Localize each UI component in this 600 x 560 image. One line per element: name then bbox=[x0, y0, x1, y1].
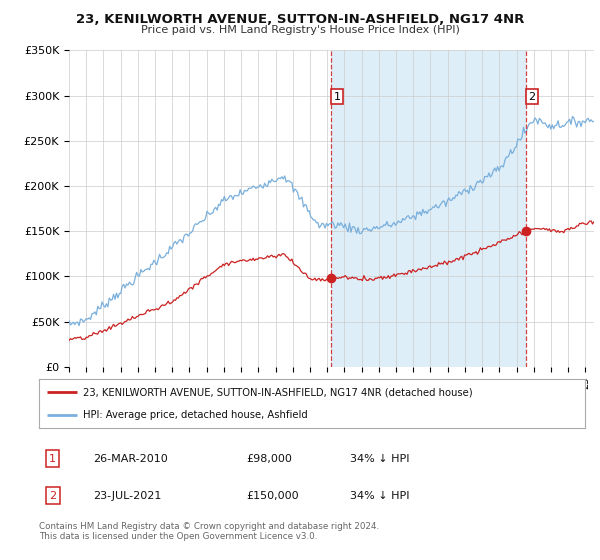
Text: 23, KENILWORTH AVENUE, SUTTON-IN-ASHFIELD, NG17 4NR (detached house): 23, KENILWORTH AVENUE, SUTTON-IN-ASHFIEL… bbox=[83, 388, 472, 398]
Text: £98,000: £98,000 bbox=[247, 454, 292, 464]
Text: 2: 2 bbox=[49, 491, 56, 501]
Text: 23-JUL-2021: 23-JUL-2021 bbox=[94, 491, 162, 501]
Text: 34% ↓ HPI: 34% ↓ HPI bbox=[350, 491, 410, 501]
Text: 2: 2 bbox=[529, 91, 536, 101]
Text: 1: 1 bbox=[49, 454, 56, 464]
Text: 34% ↓ HPI: 34% ↓ HPI bbox=[350, 454, 410, 464]
Text: 23, KENILWORTH AVENUE, SUTTON-IN-ASHFIELD, NG17 4NR: 23, KENILWORTH AVENUE, SUTTON-IN-ASHFIEL… bbox=[76, 13, 524, 26]
Text: 26-MAR-2010: 26-MAR-2010 bbox=[94, 454, 169, 464]
Text: Price paid vs. HM Land Registry's House Price Index (HPI): Price paid vs. HM Land Registry's House … bbox=[140, 25, 460, 35]
Text: Contains HM Land Registry data © Crown copyright and database right 2024.
This d: Contains HM Land Registry data © Crown c… bbox=[39, 522, 379, 542]
Text: HPI: Average price, detached house, Ashfield: HPI: Average price, detached house, Ashf… bbox=[83, 410, 307, 420]
Text: £150,000: £150,000 bbox=[247, 491, 299, 501]
Text: 1: 1 bbox=[334, 91, 341, 101]
Bar bbox=[331, 50, 526, 367]
